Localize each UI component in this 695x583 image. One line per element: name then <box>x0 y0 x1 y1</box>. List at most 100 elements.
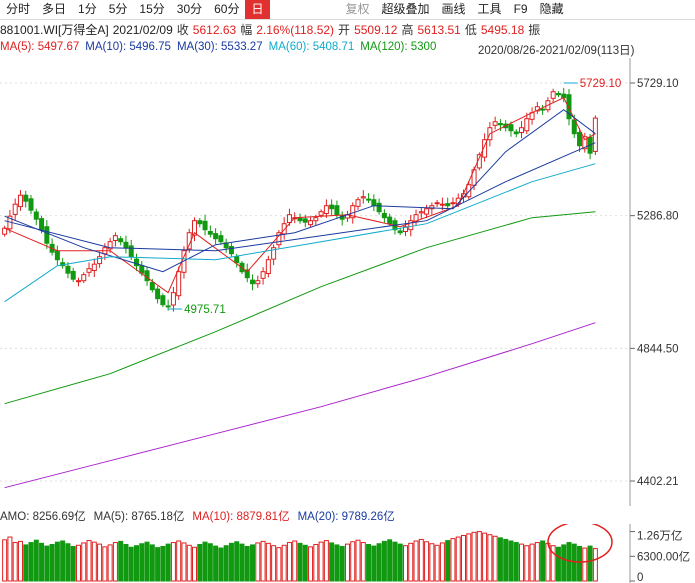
amplitude-label: 振 <box>528 23 541 37</box>
candle-body-46 <box>244 269 250 279</box>
toolbar-item-6[interactable]: 60分 <box>214 2 240 16</box>
ma-line-5 <box>4 322 596 489</box>
volume-bar-73 <box>387 539 393 582</box>
toolbar-item-7[interactable]: 日 <box>245 0 270 19</box>
candle-body-96 <box>508 124 514 132</box>
volume-chart: 1.26万亿 6300.00亿 0 <box>0 524 695 583</box>
volume-bar-27 <box>144 541 150 582</box>
volume-bar-98 <box>519 543 525 582</box>
volume-bar-58 <box>308 546 314 582</box>
low-value: 5495.18 <box>480 22 525 37</box>
volume-legend-item-1: MA(5): 8765.18亿 <box>93 511 185 523</box>
volume-bar-95 <box>503 538 509 582</box>
volume-bar-80 <box>424 541 430 582</box>
toolbar-item-2[interactable]: 1分 <box>78 2 97 16</box>
volume-bar-111 <box>587 545 593 582</box>
volume-bar-37 <box>197 544 203 582</box>
candle-body-109 <box>577 132 583 147</box>
price-chart: 5729.10 5286.80 4844.50 4402.21 5729.10 4975.… <box>0 58 679 506</box>
volume-bar-11 <box>60 540 66 582</box>
candle-body-5 <box>28 198 34 211</box>
candle-body-67 <box>355 199 361 207</box>
candle-body-32 <box>170 292 176 306</box>
ma-legend: MA(5): 5497.67 MA(10): 5496.75 MA(30): 553… <box>0 41 630 57</box>
toolbar-item-1[interactable]: 多日 <box>42 2 67 16</box>
volume-bar-59 <box>313 544 319 582</box>
candle-body-91 <box>482 139 488 158</box>
volume-bar-93 <box>492 535 498 582</box>
volume-bar-55 <box>292 540 298 582</box>
volume-bar-69 <box>366 544 372 582</box>
volume-bar-77 <box>408 542 414 582</box>
candle-body-22 <box>118 238 124 243</box>
candle-body-31 <box>165 305 171 308</box>
candle-body-77 <box>408 220 414 231</box>
volume-bar-23 <box>123 544 129 582</box>
volume-bar-15 <box>81 542 87 582</box>
volume-bar-8 <box>44 545 50 582</box>
candle-body-97 <box>513 131 519 135</box>
volume-bar-0 <box>2 539 8 582</box>
candle-body-25 <box>133 258 139 267</box>
toolbar-item-9[interactable]: 超级叠加 <box>381 2 430 16</box>
toolbar-item-3[interactable]: 5分 <box>108 2 128 16</box>
volume-bar-75 <box>397 543 403 582</box>
volume-bar-17 <box>91 541 97 582</box>
candle-body-14 <box>75 280 81 283</box>
change-value: 2.16%(118.52) <box>256 22 335 37</box>
candle-body-38 <box>202 220 208 231</box>
volume-bar-16 <box>86 540 92 582</box>
candle-body-57 <box>302 218 308 223</box>
volume-bar-72 <box>381 540 387 582</box>
candle-body-48 <box>255 280 261 285</box>
change-label: 幅 <box>240 23 253 37</box>
y-tick-label-1: 5286.80 <box>637 211 679 223</box>
volume-bar-89 <box>471 531 477 582</box>
candle-body-82 <box>434 202 440 205</box>
volume-bar-29 <box>155 547 161 582</box>
volume-bar-82 <box>434 544 440 582</box>
close-value: 5612.63 <box>192 22 237 37</box>
volume-bar-50 <box>265 542 271 582</box>
volume-bar-83 <box>439 542 445 582</box>
toolbar-item-10[interactable]: 画线 <box>441 2 466 16</box>
volume-bar-10 <box>54 541 60 582</box>
candle-body-81 <box>429 205 435 210</box>
toolbar-item-8[interactable]: 复权 <box>345 2 370 16</box>
volume-bar-4 <box>23 544 29 582</box>
candle-body-59 <box>313 217 319 222</box>
candle-body-56 <box>297 217 303 222</box>
candle-body-72 <box>381 213 387 219</box>
toolbar-item-5[interactable]: 30分 <box>176 2 203 16</box>
candle-body-71 <box>376 202 382 213</box>
toolbar-item-13[interactable]: 隐藏 <box>539 2 564 16</box>
candle-body-94 <box>497 123 503 126</box>
candle-body-36 <box>192 220 198 236</box>
volume-bar-99 <box>524 545 530 582</box>
toolbar-item-4[interactable]: 15分 <box>139 2 165 16</box>
candle-body-62 <box>329 204 335 210</box>
toolbar-item-11[interactable]: 工具 <box>477 2 502 16</box>
toolbar-item-12[interactable]: F9 <box>513 2 528 16</box>
volume-bar-85 <box>450 538 456 582</box>
volume-bar-18 <box>97 543 103 582</box>
candle-body-79 <box>418 211 424 214</box>
volume-bar-52 <box>276 547 282 582</box>
volume-bar-60 <box>318 541 324 582</box>
toolbar-item-0[interactable]: 分时 <box>6 2 31 16</box>
candle-body-107 <box>566 94 572 120</box>
volume-bar-100 <box>529 543 535 582</box>
volume-bar-76 <box>402 545 408 582</box>
high-value: 5613.51 <box>417 22 461 37</box>
candle-body-49 <box>260 271 266 279</box>
candle-body-88 <box>466 184 472 198</box>
volume-bar-49 <box>260 540 266 582</box>
ma-legend-item-2: MA(30): 5533.27 <box>176 41 263 53</box>
ma-legend-item-1: MA(10): 5496.75 <box>85 41 171 53</box>
y-tick-label-0: 5729.10 <box>637 78 679 90</box>
candle-body-108 <box>571 119 577 135</box>
open-value: 5509.12 <box>354 22 398 37</box>
volume-bar-44 <box>234 541 240 582</box>
volume-bar-57 <box>302 544 308 582</box>
volume-bar-92 <box>487 534 493 582</box>
